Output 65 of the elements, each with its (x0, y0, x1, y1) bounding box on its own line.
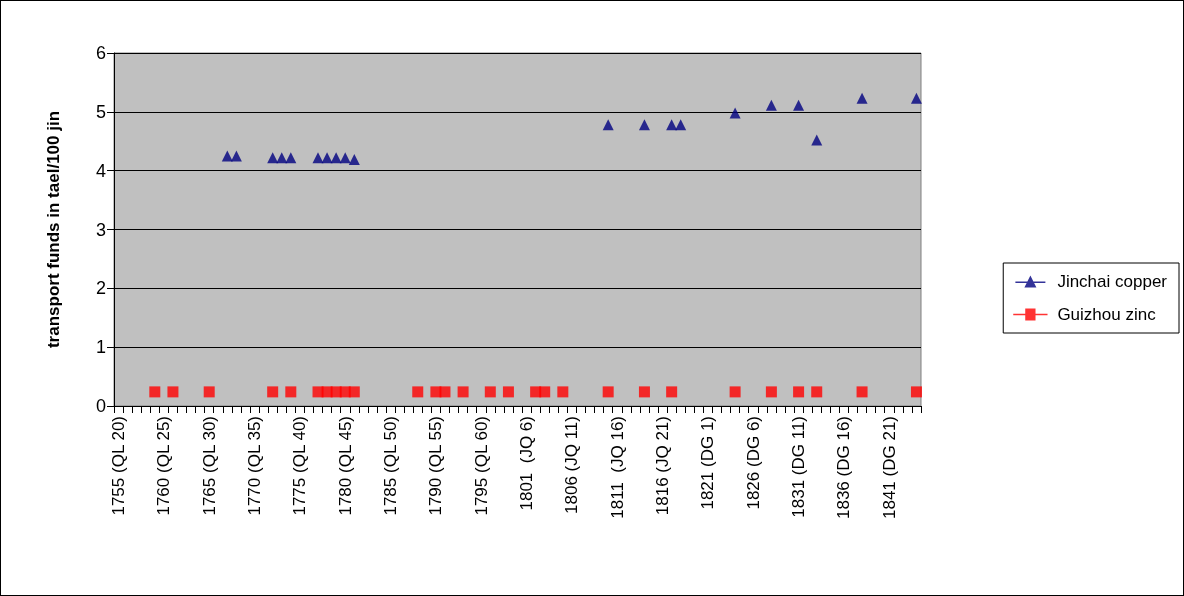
x-tick-label: 1775 (QL 40) (290, 416, 310, 516)
point (267, 386, 279, 398)
point (312, 152, 324, 164)
point (638, 386, 650, 398)
point (557, 386, 569, 398)
y-tick-label: 0 (95, 396, 106, 416)
point (167, 386, 179, 398)
x-tick-label: 1785 (QL 50) (381, 416, 401, 516)
point (412, 386, 424, 398)
x-tick-label: 1760 (QL 25) (154, 416, 174, 516)
point (675, 119, 687, 131)
point (339, 152, 351, 164)
x-tick-label: 1755 (QL 20) (109, 416, 129, 516)
point (765, 386, 777, 398)
point (910, 92, 922, 104)
point (811, 134, 823, 146)
x-tick-label: 1801 (JQ 6) (517, 416, 537, 511)
point (230, 150, 242, 162)
y-tick-label: 6 (95, 43, 106, 63)
point (793, 386, 805, 398)
point (811, 386, 823, 398)
x-tick-label: 1806 (JQ 11) (562, 416, 582, 514)
x-tick-label: 1826 (DG 6) (743, 416, 763, 510)
y-tick-label: 2 (95, 278, 106, 299)
point (765, 99, 777, 111)
point (203, 386, 215, 398)
x-tick-label: 1795 (QL 60) (471, 416, 491, 516)
point (457, 386, 469, 398)
point (484, 386, 496, 398)
point (602, 119, 614, 131)
legend-label: Jinchai copper (1057, 272, 1168, 291)
point (856, 386, 868, 398)
point (502, 386, 514, 398)
y-tick-label: 5 (95, 101, 106, 122)
legend-label: Guizhou zinc (1057, 305, 1157, 324)
x-tick-label: 1765 (QL 30) (199, 416, 219, 516)
point (666, 386, 678, 398)
point (729, 107, 741, 119)
point (793, 99, 805, 111)
x-tick-label: 1816 (JQ 21) (653, 416, 673, 516)
x-tick-label: 1811 (JQ 16) (607, 416, 627, 519)
x-tick-label: 1841 (DG 21) (879, 416, 899, 519)
x-tick-label: 1836 (DG 16) (834, 416, 854, 519)
point (539, 386, 551, 398)
point (856, 92, 868, 104)
point (348, 386, 360, 398)
point (602, 386, 614, 398)
point (638, 119, 650, 131)
x-tick-label: 1790 (QL 55) (426, 416, 446, 516)
y-tick-label: 4 (95, 160, 106, 181)
x-tick-label: 1770 (QL 35) (245, 416, 265, 516)
point (321, 152, 333, 164)
x-tick-label: 1821 (DG 1) (698, 416, 718, 510)
point (910, 386, 922, 398)
point (285, 152, 297, 164)
point (729, 386, 741, 398)
x-tick-label: 1780 (QL 45) (335, 416, 355, 516)
y-axis-title: transport funds in tael/100 jin (44, 110, 63, 349)
point (348, 153, 360, 165)
y-tick-label: 1 (95, 337, 106, 358)
point (439, 386, 451, 398)
y-tick-label: 3 (95, 219, 106, 240)
point (285, 386, 297, 398)
x-tick-label: 1831 (DG 11) (789, 416, 809, 518)
point (149, 386, 161, 398)
